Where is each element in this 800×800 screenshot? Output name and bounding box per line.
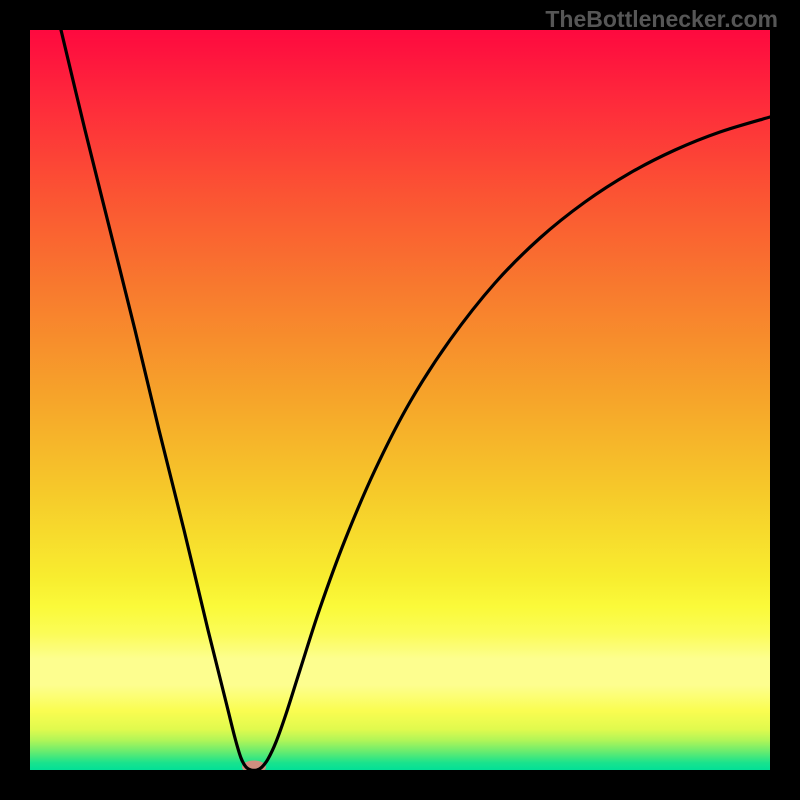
watermark-label: TheBottlenecker.com (545, 6, 778, 33)
bottleneck-curve (61, 30, 770, 770)
chart-container: { "meta": { "source_label": "TheBottlene… (0, 0, 800, 800)
bottleneck-curve-layer (0, 0, 800, 800)
